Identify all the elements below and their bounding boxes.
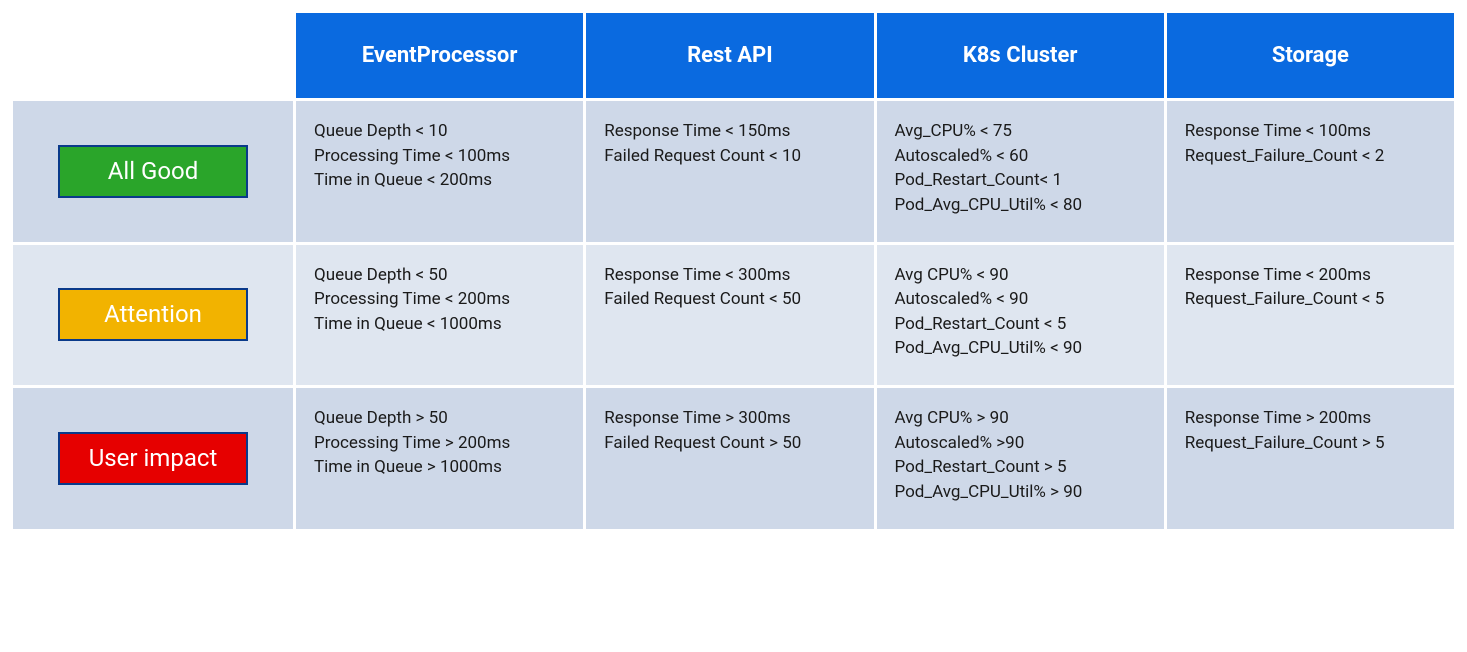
- column-header: EventProcessor: [296, 13, 583, 98]
- metric-line: Processing Time < 200ms: [314, 287, 565, 312]
- metric-line: Response Time < 100ms: [1185, 119, 1436, 144]
- threshold-table: EventProcessorRest APIK8s ClusterStorage…: [10, 10, 1457, 532]
- metric-line: Pod_Avg_CPU_Util% < 90: [895, 336, 1146, 361]
- metric-line: Time in Queue < 1000ms: [314, 312, 565, 337]
- metric-line: Autoscaled% >90: [895, 431, 1146, 456]
- metric-line: Failed Request Count > 50: [604, 431, 855, 456]
- metric-line: Pod_Restart_Count< 1: [895, 168, 1146, 193]
- table-body: All GoodQueue Depth < 10Processing Time …: [13, 101, 1454, 529]
- metric-line: Response Time < 200ms: [1185, 263, 1436, 288]
- header-corner: [13, 13, 293, 98]
- metric-cell: Queue Depth < 50Processing Time < 200msT…: [296, 245, 583, 386]
- table-row: User impact Queue Depth > 50Processing Ti…: [13, 388, 1454, 529]
- metric-line: Pod_Restart_Count > 5: [895, 455, 1146, 480]
- metric-cell: Response Time > 200msRequest_Failure_Cou…: [1167, 388, 1454, 529]
- metric-line: Time in Queue > 1000ms: [314, 455, 565, 480]
- metric-line: Request_Failure_Count < 5: [1185, 287, 1436, 312]
- metric-cell: Response Time < 100msRequest_Failure_Cou…: [1167, 101, 1454, 242]
- table-row: Attention Queue Depth < 50Processing Time…: [13, 245, 1454, 386]
- metric-line: Response Time > 300ms: [604, 406, 855, 431]
- metric-cell: Response Time < 300msFailed Request Coun…: [586, 245, 873, 386]
- metric-line: Response Time < 150ms: [604, 119, 855, 144]
- metric-cell: Avg CPU% < 90Autoscaled% < 90Pod_Restart…: [877, 245, 1164, 386]
- metric-cell: Response Time < 200msRequest_Failure_Cou…: [1167, 245, 1454, 386]
- column-header: K8s Cluster: [877, 13, 1164, 98]
- status-badge: Attention: [58, 288, 248, 341]
- row-label-cell: All Good: [13, 101, 293, 242]
- metric-cell: Queue Depth > 50Processing Time > 200msT…: [296, 388, 583, 529]
- metric-line: Avg CPU% > 90: [895, 406, 1146, 431]
- table-header-row: EventProcessorRest APIK8s ClusterStorage: [13, 13, 1454, 98]
- metric-line: Pod_Avg_CPU_Util% > 90: [895, 480, 1146, 505]
- metric-line: Avg_CPU% < 75: [895, 119, 1146, 144]
- metric-line: Processing Time < 100ms: [314, 144, 565, 169]
- metric-cell: Avg_CPU% < 75Autoscaled% < 60Pod_Restart…: [877, 101, 1164, 242]
- table-row: All Good Queue Depth < 10Processing Time …: [13, 101, 1454, 242]
- metric-line: Autoscaled% < 60: [895, 144, 1146, 169]
- column-header: Rest API: [586, 13, 873, 98]
- metric-line: Queue Depth > 50: [314, 406, 565, 431]
- column-header: Storage: [1167, 13, 1454, 98]
- metric-line: Request_Failure_Count > 5: [1185, 431, 1436, 456]
- metric-cell: Response Time > 300msFailed Request Coun…: [586, 388, 873, 529]
- metric-line: Pod_Avg_CPU_Util% < 80: [895, 193, 1146, 218]
- metric-cell: Queue Depth < 10Processing Time < 100msT…: [296, 101, 583, 242]
- status-badge: User impact: [58, 432, 248, 485]
- row-label-cell: User impact: [13, 388, 293, 529]
- row-label-cell: Attention: [13, 245, 293, 386]
- metric-line: Failed Request Count < 10: [604, 144, 855, 169]
- metric-cell: Avg CPU% > 90Autoscaled% >90Pod_Restart_…: [877, 388, 1164, 529]
- metric-line: Queue Depth < 10: [314, 119, 565, 144]
- metric-cell: Response Time < 150msFailed Request Coun…: [586, 101, 873, 242]
- metric-line: Pod_Restart_Count < 5: [895, 312, 1146, 337]
- metric-line: Request_Failure_Count < 2: [1185, 144, 1436, 169]
- metric-line: Response Time > 200ms: [1185, 406, 1436, 431]
- metric-line: Failed Request Count < 50: [604, 287, 855, 312]
- metric-line: Autoscaled% < 90: [895, 287, 1146, 312]
- status-badge: All Good: [58, 145, 248, 198]
- metric-line: Processing Time > 200ms: [314, 431, 565, 456]
- metric-line: Queue Depth < 50: [314, 263, 565, 288]
- metric-line: Avg CPU% < 90: [895, 263, 1146, 288]
- metric-line: Time in Queue < 200ms: [314, 168, 565, 193]
- metric-line: Response Time < 300ms: [604, 263, 855, 288]
